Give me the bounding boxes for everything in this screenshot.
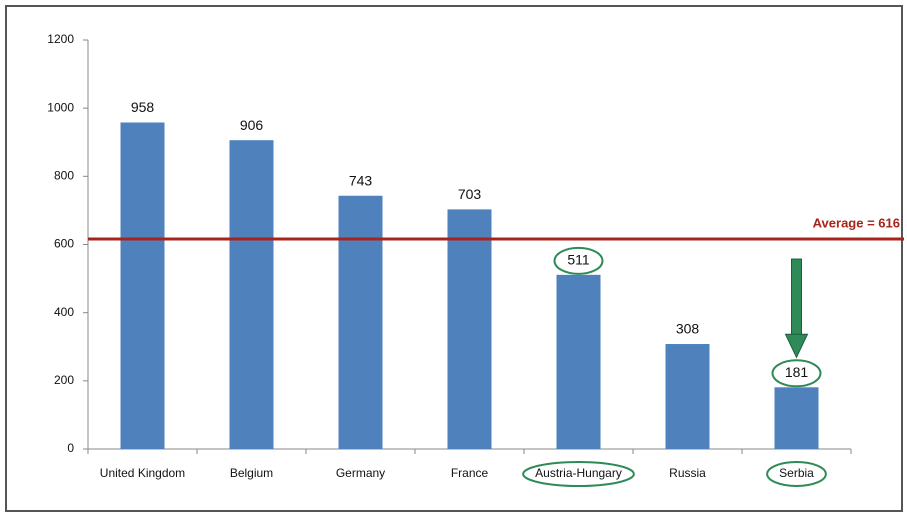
data-label: 308 — [676, 321, 700, 337]
y-tick-label: 600 — [54, 237, 74, 251]
bar — [774, 387, 819, 449]
bar — [447, 209, 492, 449]
bar — [229, 140, 274, 449]
bar — [338, 195, 383, 449]
x-tick-label: United Kingdom — [100, 466, 185, 480]
data-label: 703 — [458, 186, 482, 202]
arrow-shaft — [791, 258, 802, 336]
bar — [120, 122, 165, 450]
data-label: 181 — [785, 364, 809, 380]
x-tick-label: Austria-Hungary — [535, 466, 622, 480]
y-tick-label: 400 — [54, 305, 74, 319]
highlight-ellipse — [771, 359, 822, 388]
x-tick-label: Serbia — [779, 466, 814, 480]
y-tick-label: 200 — [54, 373, 74, 387]
bar — [665, 344, 710, 449]
y-tick-label: 800 — [54, 169, 74, 183]
y-tick-label: 1200 — [47, 32, 74, 46]
average-label: Average = 616 — [813, 215, 900, 230]
data-label: 958 — [131, 99, 155, 115]
x-tick-label: Germany — [336, 466, 385, 480]
highlight-ellipse — [522, 461, 635, 487]
highlight-ellipse — [553, 246, 604, 275]
arrow-head — [784, 333, 809, 359]
y-tick-label: 1000 — [47, 100, 74, 114]
data-label: 511 — [567, 252, 590, 268]
x-tick-label: Belgium — [230, 466, 273, 480]
x-tick-label: France — [451, 466, 489, 480]
y-tick-label: 0 — [67, 441, 74, 455]
bar — [556, 274, 601, 449]
data-label: 906 — [240, 117, 264, 133]
highlight-ellipse — [766, 461, 827, 487]
x-tick-label: Russia — [669, 466, 706, 480]
data-label: 743 — [349, 172, 373, 188]
